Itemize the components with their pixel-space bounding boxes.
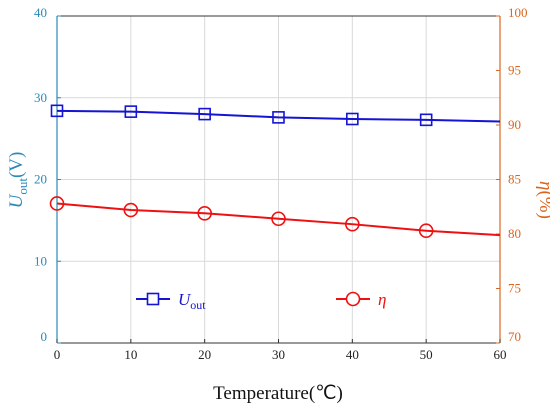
legend-label-1: η bbox=[378, 290, 386, 309]
series-0-point-3 bbox=[272, 111, 285, 124]
series-1-point-1 bbox=[123, 202, 139, 218]
series-1-point-4 bbox=[345, 216, 360, 232]
y-left-tick-label-2: 20 bbox=[34, 172, 47, 187]
svg-text:η(%): η(%) bbox=[535, 181, 550, 219]
series-0-point-1 bbox=[124, 105, 138, 118]
svg-text:Uout(V): Uout(V) bbox=[6, 152, 30, 209]
y-left-tick-label-1: 10 bbox=[34, 253, 47, 268]
y-axis-left-title: Uout(V) bbox=[6, 152, 30, 209]
legend-label-0: Uout bbox=[178, 290, 206, 312]
x-tick-label-0: 0 bbox=[54, 347, 61, 362]
y-right-tick-label-2: 80 bbox=[508, 226, 521, 241]
x-tick-label-4: 40 bbox=[346, 347, 359, 362]
series-1-point-5 bbox=[418, 223, 434, 239]
y-right-tick-label-0: 70 bbox=[508, 329, 521, 344]
x-tick-label-6: 60 bbox=[494, 347, 507, 362]
y-axis-left-title-sub: out bbox=[15, 178, 30, 195]
legend-marker-1 bbox=[345, 291, 361, 307]
series-1-point-0 bbox=[49, 196, 65, 211]
y-axis-right-title-unit: (%) bbox=[535, 190, 550, 218]
y-left-tick-label-0: 0 bbox=[41, 329, 48, 344]
x-axis-title: Temperature(℃) bbox=[213, 383, 343, 404]
y-left-tick-label-3: 30 bbox=[34, 90, 47, 105]
series-markers bbox=[49, 104, 434, 239]
series-line-1 bbox=[56, 202, 501, 237]
series-lines bbox=[56, 109, 501, 237]
series-0-point-4 bbox=[346, 112, 359, 126]
series-line-0 bbox=[56, 109, 501, 123]
legend: Uout η bbox=[136, 290, 386, 312]
y-right-tick-label-1: 75 bbox=[508, 281, 521, 296]
y-axis-right-title-main: η bbox=[535, 181, 550, 190]
y-left-tick-label-4: 40 bbox=[34, 5, 47, 20]
legend-marker-0 bbox=[146, 292, 160, 306]
x-tick-label-1: 10 bbox=[124, 347, 137, 362]
y-axis-right-title: η(%) bbox=[535, 181, 550, 219]
y-right-tick-label-6: 100 bbox=[508, 5, 528, 20]
y-axis-left-title-unit: (V) bbox=[6, 152, 27, 178]
x-tick-label-2: 20 bbox=[198, 347, 211, 362]
series-0-point-2 bbox=[198, 107, 211, 121]
series-1-point-3 bbox=[271, 211, 286, 227]
y-axis-left-title-main: U bbox=[6, 193, 27, 208]
y-right-tick-label-4: 90 bbox=[508, 117, 521, 132]
series-0-point-5 bbox=[419, 113, 433, 127]
y-right-tick-label-3: 85 bbox=[508, 172, 521, 187]
series-1-point-2 bbox=[197, 205, 212, 221]
x-tick-label-5: 50 bbox=[420, 347, 433, 362]
ticks: 0 10 20 30 40 50 60 0 10 20 30 40 70 75 80 85 90 95 100 bbox=[34, 5, 528, 362]
y-right-tick-label-5: 95 bbox=[508, 63, 521, 78]
x-tick-label-3: 30 bbox=[272, 347, 285, 362]
series-0-point-0 bbox=[50, 104, 64, 118]
